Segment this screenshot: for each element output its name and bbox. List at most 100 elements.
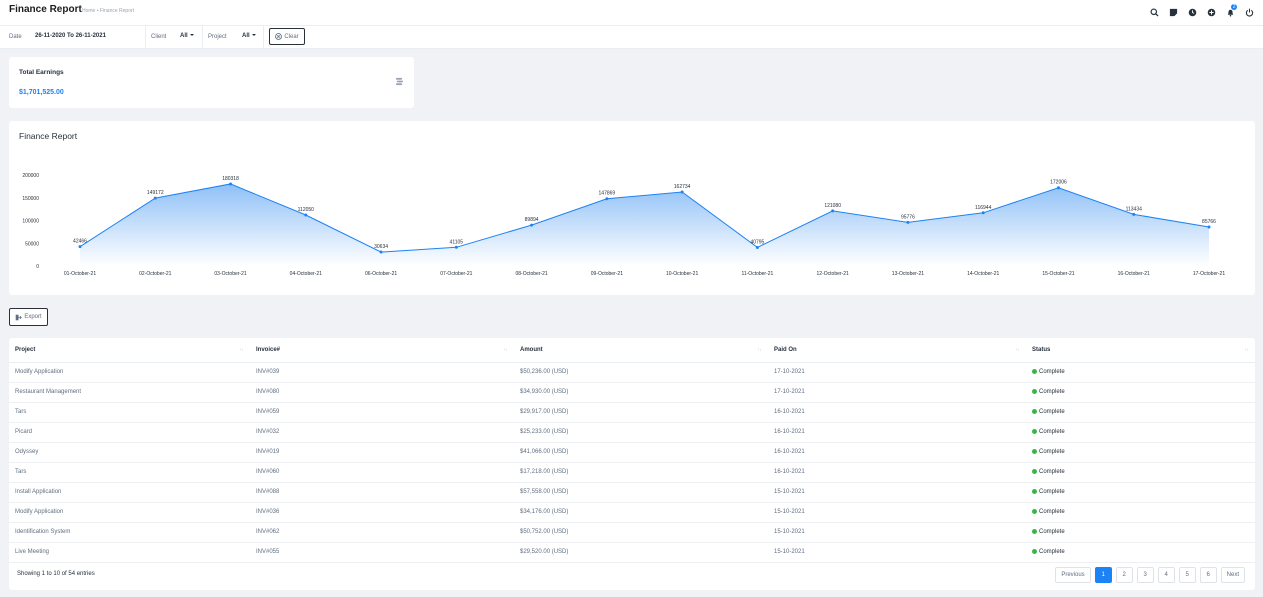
data-label: 180318	[222, 176, 239, 182]
data-label: 85766	[1202, 219, 1216, 225]
filter-bar: Date 26-11-2020 To 26-11-2021 Client All…	[0, 26, 1263, 49]
table-cell: Complete	[1026, 502, 1255, 523]
data-label: 172006	[1050, 180, 1067, 186]
column-header[interactable]: Amount ↑↓	[514, 338, 768, 363]
x-tick-label: 11-October-21	[741, 271, 773, 277]
sort-icon[interactable]: ↑↓	[757, 347, 762, 353]
status-dot-icon	[1032, 508, 1037, 514]
data-label: 30634	[374, 244, 388, 250]
clear-icon	[275, 33, 283, 40]
total-earnings-title: Total Earnings	[19, 69, 64, 76]
table-row: Install Application INV#088 $57,558.00 (US…	[9, 482, 1255, 503]
search-icon[interactable]	[1145, 5, 1164, 19]
bell-icon[interactable]: 2	[1221, 4, 1240, 19]
page-button[interactable]: 2	[1115, 567, 1133, 583]
client-select[interactable]: All	[180, 33, 194, 39]
table-cell: 17-10-2021	[768, 362, 1026, 383]
coins-icon	[395, 77, 404, 86]
x-tick-label: 15-October-21	[1042, 271, 1074, 277]
table-row: Restaurant Management INV#080 $34,930.00 (…	[9, 382, 1255, 403]
chart-data-point	[153, 196, 157, 200]
sticky-note-icon[interactable]	[1164, 5, 1183, 19]
clear-filters-button[interactable]: Clear	[269, 28, 305, 45]
breadcrumb[interactable]: Home • Finance Report	[82, 8, 135, 14]
sort-icon[interactable]: ↑↓	[239, 347, 244, 353]
invoice-table-card: Project ↑↓ Invoice# ↑↓ Amount ↑↓ Paid On ↑↓ Stat…	[9, 338, 1255, 590]
chart-title: Finance Report	[19, 131, 78, 141]
table-cell: Complete	[1026, 362, 1255, 383]
table-row: Picard INV#032 $25,233.00 (USD) 16-10-2021 C…	[9, 422, 1255, 443]
table-cell: $50,752.00 (USD)	[514, 522, 768, 543]
date-range-picker[interactable]: 26-11-2020 To 26-11-2021	[35, 33, 106, 39]
next-page-button[interactable]: Next	[1220, 567, 1245, 583]
status-dot-icon	[1032, 548, 1037, 554]
data-label: 113434	[1126, 206, 1143, 212]
chart-data-point	[78, 245, 82, 249]
table-cell: Restaurant Management	[9, 382, 250, 403]
export-button[interactable]: Export	[9, 308, 48, 326]
previous-page-button[interactable]: Previous	[1055, 567, 1091, 583]
export-icon	[16, 314, 23, 320]
data-label: 147869	[599, 191, 616, 197]
column-header[interactable]: Invoice# ↑↓	[250, 338, 514, 363]
table-cell: $34,930.00 (USD)	[514, 382, 768, 403]
status-label: Complete	[1039, 469, 1065, 476]
chart-data-point	[1132, 212, 1136, 216]
table-cell: Complete	[1026, 442, 1255, 463]
page-button[interactable]: 3	[1136, 567, 1154, 583]
project-select[interactable]: All	[242, 33, 256, 39]
table-cell: $29,917.00 (USD)	[514, 402, 768, 423]
page-button[interactable]: 6	[1199, 567, 1217, 583]
clear-label: Clear	[284, 33, 299, 40]
chart-data-point	[981, 211, 985, 215]
chart-data-point	[530, 223, 534, 227]
x-tick-label: 13-October-21	[892, 271, 924, 277]
filter-divider	[145, 26, 146, 49]
table-cell: Complete	[1026, 402, 1255, 423]
column-header[interactable]: Project ↑↓	[9, 338, 250, 363]
column-header[interactable]: Paid On ↑↓	[768, 338, 1026, 363]
y-tick-label: 100000	[22, 219, 39, 225]
table-cell: Tars	[9, 462, 250, 483]
chart-data-point	[755, 245, 759, 249]
page-button[interactable]: 5	[1178, 567, 1196, 583]
notification-badge: 2	[1231, 4, 1237, 10]
total-earnings-card: Total Earnings $1,701,525.00	[9, 57, 414, 108]
status-label: Complete	[1039, 409, 1065, 416]
data-label: 41105	[450, 239, 464, 245]
status-label: Complete	[1039, 389, 1065, 396]
column-header[interactable]: Status ↑↓	[1026, 338, 1255, 363]
table-cell: $29,520.00 (USD)	[514, 542, 768, 563]
sort-icon[interactable]: ↑↓	[503, 347, 508, 353]
page-button[interactable]: 1	[1094, 567, 1112, 583]
table-row: Modify Application INV#036 $34,176.00 (USD…	[9, 502, 1255, 523]
chart-series-line	[79, 183, 1210, 253]
x-tick-label: 03-October-21	[214, 271, 246, 277]
column-header-label: Status	[1032, 346, 1051, 353]
column-header-label: Project	[15, 346, 36, 353]
project-select-value: All	[242, 33, 250, 39]
table-cell: $34,176.00 (USD)	[514, 502, 768, 523]
add-icon[interactable]	[1202, 5, 1221, 19]
x-tick-label: 14-October-21	[967, 271, 999, 277]
status-label: Complete	[1039, 369, 1065, 376]
top-bar: Finance Report Home • Finance Report 2	[0, 0, 1263, 26]
data-label: 40795	[750, 239, 764, 245]
clock-icon[interactable]	[1183, 5, 1202, 19]
table-cell: Odyssey	[9, 442, 250, 463]
sort-icon[interactable]: ↑↓	[1015, 347, 1020, 353]
table-cell: INV#019	[250, 442, 514, 463]
x-tick-label: 12-October-21	[817, 271, 849, 277]
invoice-table: Project ↑↓ Invoice# ↑↓ Amount ↑↓ Paid On ↑↓ Stat…	[9, 338, 1255, 563]
table-row: Odyssey INV#019 $41,066.00 (USD) 16-10-2021…	[9, 442, 1255, 463]
table-cell: Complete	[1026, 482, 1255, 503]
status-label: Complete	[1039, 449, 1065, 456]
data-label: 162734	[674, 184, 691, 190]
data-label: 89894	[525, 217, 539, 223]
page-button[interactable]: 4	[1157, 567, 1175, 583]
power-icon[interactable]	[1240, 5, 1259, 19]
x-tick-label: 06-October-21	[365, 271, 397, 277]
sort-icon[interactable]: ↑↓	[1244, 347, 1249, 353]
column-header-label: Paid On	[774, 346, 797, 353]
chart-area-fill	[80, 183, 1209, 266]
